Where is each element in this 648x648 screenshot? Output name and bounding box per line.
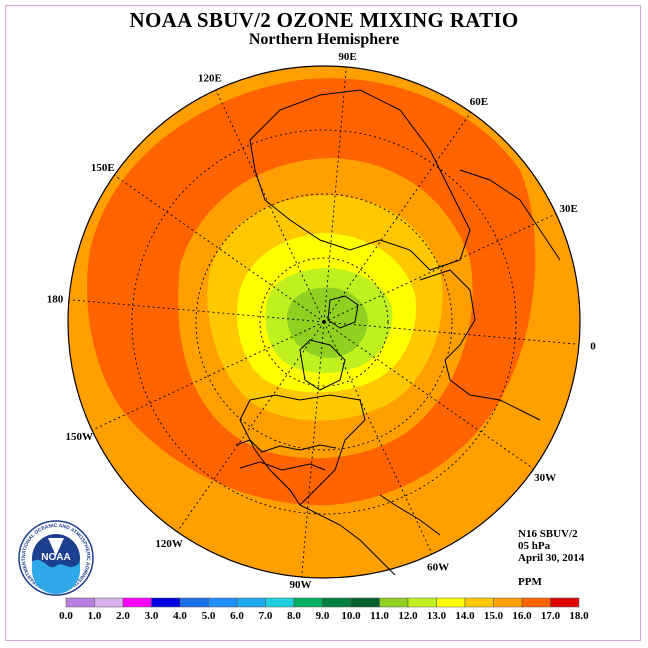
colorbar-tick-label: 6.0 [230, 610, 244, 622]
colorbar-swatch [151, 597, 181, 608]
colorbar-swatch [293, 597, 323, 608]
longitude-label: 150E [91, 162, 115, 174]
colorbar: 0.0 1.0 2.0 3.0 4.0 5.0 6.0 7.0 8.0 9.0 10.0 11.0 12… [59, 597, 589, 622]
greenland-outline [299, 339, 346, 391]
units-label: PPM [518, 576, 542, 588]
globe-border [67, 65, 581, 579]
south-america-coast-outline [379, 494, 441, 536]
colorbar-tick-label: 13.0 [427, 610, 447, 622]
colorbar-tick-label: 9.0 [316, 610, 330, 622]
pressure-level-label: 05 hPa [518, 540, 551, 552]
colorbar-tick-label: 7.0 [259, 610, 273, 622]
date-label: April 30, 2014 [518, 552, 585, 564]
latitude-circle-30n [195, 193, 453, 451]
colorbar-swatch [350, 597, 380, 608]
longitude-label: 90E [338, 51, 356, 63]
logo-text: NOAA [41, 552, 70, 563]
longitude-label: 120W [155, 538, 183, 550]
map-subtitle: Northern Hemisphere [248, 31, 400, 48]
colorbar-tick-label: 16.0 [512, 610, 532, 622]
colorbar-swatch [407, 597, 437, 608]
colorbar-swatch [493, 597, 523, 608]
colorbar-swatch [550, 597, 580, 608]
colorbar-tick-label: 8.0 [287, 610, 301, 622]
colorbar-tick-label: 14.0 [455, 610, 475, 622]
colorbar-swatch [65, 597, 95, 608]
longitude-label: 0 [590, 341, 596, 353]
colorbar-swatch [464, 597, 494, 608]
graticule [131, 129, 517, 515]
satellite-label: N16 SBUV/2 [518, 528, 578, 540]
colorbar-tick-label: 3.0 [145, 610, 159, 622]
colorbar-swatch [379, 597, 409, 608]
colorbar-swatches [65, 597, 580, 608]
latitude-circle-60n [259, 257, 389, 387]
longitude-label: 30E [560, 203, 578, 215]
asia-coast-outline [459, 169, 561, 261]
map-title: NOAA SBUV/2 OZONE MIXING RATIO [129, 8, 519, 32]
colorbar-swatch [122, 597, 152, 608]
europe-outline [419, 269, 541, 421]
colorbar-tick-label: 10.0 [341, 610, 361, 622]
coastlines [235, 89, 561, 576]
latitude-circle-15n [131, 129, 517, 515]
colorbar-tick-label: 4.0 [173, 610, 187, 622]
colorbar-swatch [436, 597, 466, 608]
colorbar-tick-label: 0.0 [59, 610, 73, 622]
arctic-islands-outline [327, 295, 359, 329]
colorbar-tick-label: 5.0 [202, 610, 216, 622]
colorbar-tick-label: 11.0 [370, 610, 389, 622]
colorbar-tick-labels: 0.0 1.0 2.0 3.0 4.0 5.0 6.0 7.0 8.0 9.0 10.0 11.0 12… [59, 610, 589, 622]
us-state-lines [235, 439, 337, 453]
longitude-label: 60E [470, 96, 488, 108]
noaa-logo: NATIONAL OCEANIC AND ATMOSPHERIC ADMINIS… [18, 520, 94, 596]
colorbar-tick-label: 2.0 [116, 610, 130, 622]
longitude-label: 90W [289, 579, 311, 591]
longitude-label: 180 [47, 293, 64, 305]
longitude-label: 150W [66, 431, 94, 443]
colorbar-swatch [265, 597, 295, 608]
colorbar-tick-label: 17.0 [541, 610, 561, 622]
colorbar-swatch [521, 597, 551, 608]
colorbar-swatch [236, 597, 266, 608]
longitude-label: 120E [198, 72, 222, 84]
logo-gull-icon [48, 538, 64, 556]
eurasia-outline [249, 89, 471, 271]
north-america-outline [239, 394, 366, 506]
central-america-outline [299, 504, 396, 576]
longitude-labels: 90E 60E 30E 0 30W 60W 90W 120W 150W 180 150E 120E [47, 51, 596, 591]
logo-wave-icon [32, 559, 80, 594]
us-state-lines-south [239, 461, 326, 471]
longitude-label: 30W [534, 472, 556, 484]
colorbar-swatch [179, 597, 209, 608]
colorbar-tick-label: 15.0 [484, 610, 504, 622]
colorbar-tick-label: 1.0 [88, 610, 102, 622]
colorbar-swatch [208, 597, 238, 608]
colorbar-swatch [94, 597, 124, 608]
longitude-label: 60W [427, 562, 449, 574]
colorbar-tick-label: 18.0 [569, 610, 589, 622]
colorbar-tick-label: 12.0 [398, 610, 418, 622]
band-11-12 [287, 287, 368, 358]
colorbar-swatch [322, 597, 352, 608]
